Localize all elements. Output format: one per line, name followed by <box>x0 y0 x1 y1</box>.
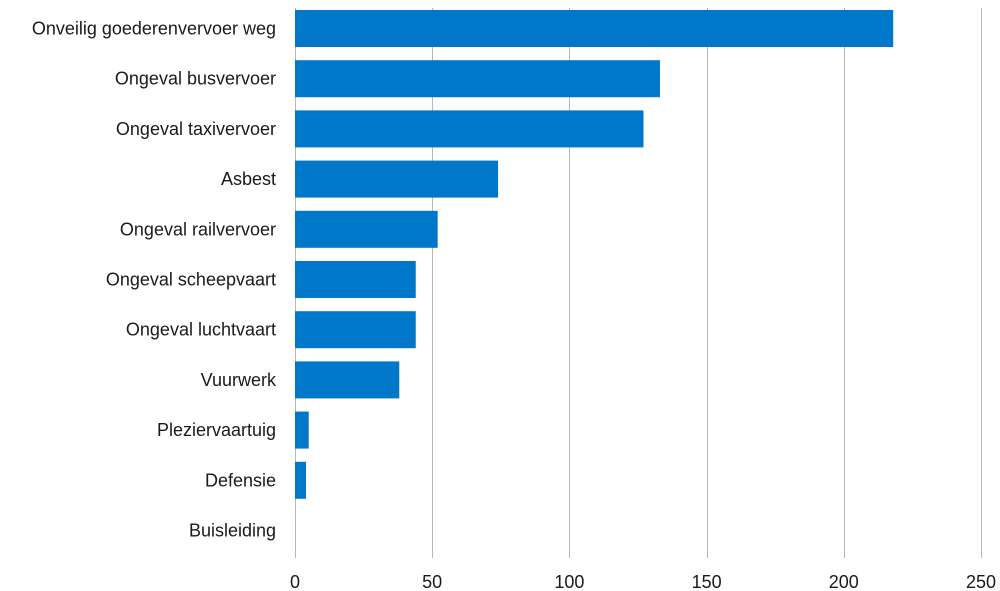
bar-1 <box>295 60 660 98</box>
bar-2 <box>295 110 644 148</box>
category-labels: Onveilig goederenvervoer weg Ongeval busv… <box>32 19 277 541</box>
x-tick-label: 250 <box>966 572 996 591</box>
category-label: Ongeval busvervoer <box>115 69 276 89</box>
x-tick-label: 150 <box>692 572 722 591</box>
category-label: Onveilig goederenvervoer weg <box>32 19 276 39</box>
category-label: Buisleiding <box>189 521 276 541</box>
category-label: Pleziervaartuig <box>157 420 276 440</box>
bar-7 <box>295 361 400 399</box>
category-label: Vuurwerk <box>201 370 277 390</box>
x-tick-label: 0 <box>290 572 300 591</box>
bar-0 <box>295 10 894 47</box>
category-label: Ongeval scheepvaart <box>106 270 276 290</box>
category-label: Ongeval railvervoer <box>120 219 276 239</box>
category-label: Defensie <box>205 470 276 490</box>
bar-9 <box>295 461 306 499</box>
bar-4 <box>295 210 438 248</box>
category-label: Asbest <box>221 169 276 189</box>
category-label: Ongeval taxivervoer <box>116 119 276 139</box>
bar-8 <box>295 411 309 449</box>
category-label: Ongeval luchtvaart <box>126 320 276 340</box>
x-tick-label: 50 <box>422 572 442 591</box>
bar-6 <box>295 311 416 349</box>
bar-3 <box>295 160 499 198</box>
bar-5 <box>295 261 416 298</box>
bars <box>295 10 894 499</box>
x-tick-label: 200 <box>829 572 859 591</box>
x-axis-tick-labels: 0 50 100 150 200 250 <box>290 572 996 591</box>
x-tick-label: 100 <box>554 572 584 591</box>
